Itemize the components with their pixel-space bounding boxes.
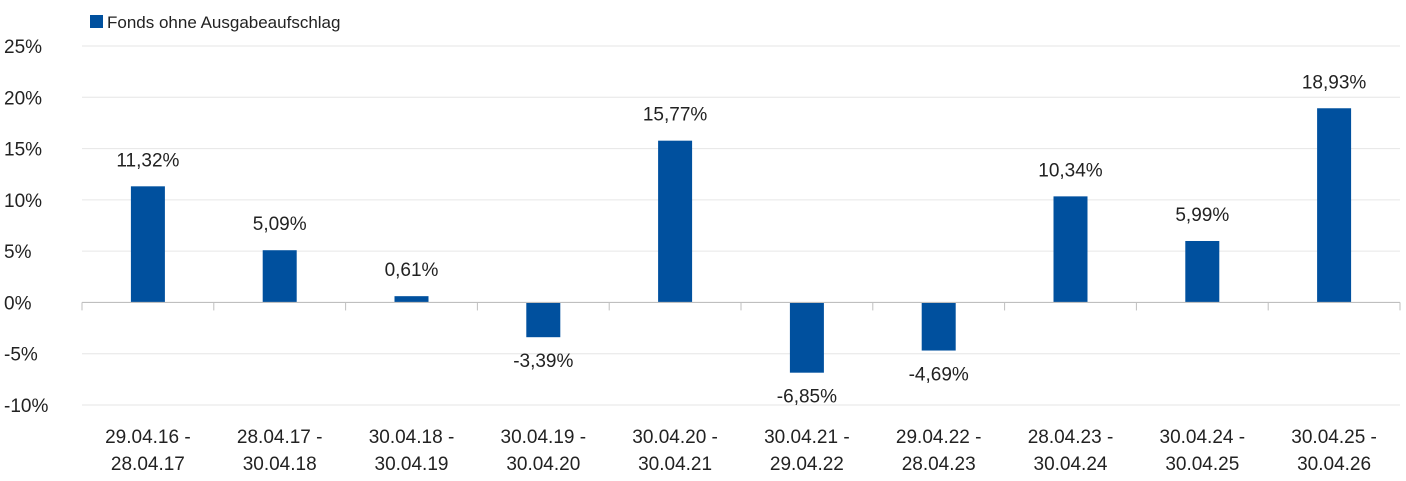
legend-label: Fonds ohne Ausgabeaufschlag: [107, 13, 340, 32]
data-label: 18,93%: [1302, 72, 1367, 93]
x-tick-label: 30.04.24: [1034, 454, 1108, 475]
bar: [262, 250, 297, 303]
x-tick-label: 30.04.19: [375, 454, 449, 475]
bar: [658, 140, 693, 303]
data-label: -6,85%: [777, 387, 837, 408]
data-label: 5,09%: [253, 214, 307, 235]
data-label: 15,77%: [643, 105, 708, 126]
data-label: 5,99%: [1175, 205, 1229, 226]
x-tick-label: 29.04.16 -: [105, 427, 191, 448]
x-tick-label: 30.04.18 -: [369, 427, 455, 448]
data-label: -4,69%: [909, 365, 969, 386]
data-label: 11,32%: [116, 150, 179, 171]
bars: [130, 108, 1352, 373]
data-label: 10,34%: [1038, 160, 1103, 181]
x-tick-label: 28.04.17: [111, 454, 185, 475]
y-tick-label: -10%: [4, 396, 48, 417]
bar: [921, 302, 956, 351]
x-tick-label: 30.04.25 -: [1291, 427, 1377, 448]
x-tick-label: 28.04.23: [902, 454, 976, 475]
data-label: -3,39%: [513, 351, 573, 372]
x-tick-label: 29.04.22 -: [896, 427, 982, 448]
y-tick-label: 20%: [4, 88, 42, 109]
x-tick-label: 30.04.24 -: [1160, 427, 1246, 448]
x-tick-label: 30.04.25: [1165, 454, 1239, 475]
bar: [789, 302, 824, 373]
legend: Fonds ohne Ausgabeaufschlag: [90, 13, 340, 32]
data-label: 0,61%: [385, 260, 439, 281]
x-tick-label: 30.04.21: [638, 454, 712, 475]
x-tick-label: 28.04.17 -: [237, 427, 323, 448]
bar: [526, 302, 561, 338]
bar: [1185, 240, 1220, 303]
y-tick-label: 5%: [4, 242, 32, 263]
axes: [81, 301, 1401, 311]
x-tick-label: 28.04.23 -: [1028, 427, 1114, 448]
labels: 25% 20% 15% 10% 5% 0% -5% -10% 11,32% 29.04.16 - 2…: [4, 37, 1377, 475]
gridlines: [82, 45, 1400, 406]
x-tick-label: 30.04.20 -: [632, 427, 718, 448]
legend-swatch: [90, 15, 103, 28]
y-tick-label: 15%: [4, 140, 42, 161]
x-tick-label: 30.04.18: [243, 454, 317, 475]
y-tick-label: -5%: [4, 345, 38, 366]
bar: [1317, 108, 1352, 303]
y-tick-label: 25%: [4, 37, 42, 58]
x-tick-label: 30.04.20: [506, 454, 580, 475]
bar: [1053, 196, 1088, 303]
bar: [394, 296, 429, 303]
bar: [130, 186, 165, 303]
y-tick-label: 0%: [4, 293, 32, 314]
y-tick-label: 10%: [4, 191, 42, 212]
x-tick-label: 29.04.22: [770, 454, 844, 475]
x-tick-label: 30.04.21 -: [764, 427, 850, 448]
x-tick-label: 30.04.19 -: [501, 427, 587, 448]
x-tick-label: 30.04.26: [1297, 454, 1371, 475]
